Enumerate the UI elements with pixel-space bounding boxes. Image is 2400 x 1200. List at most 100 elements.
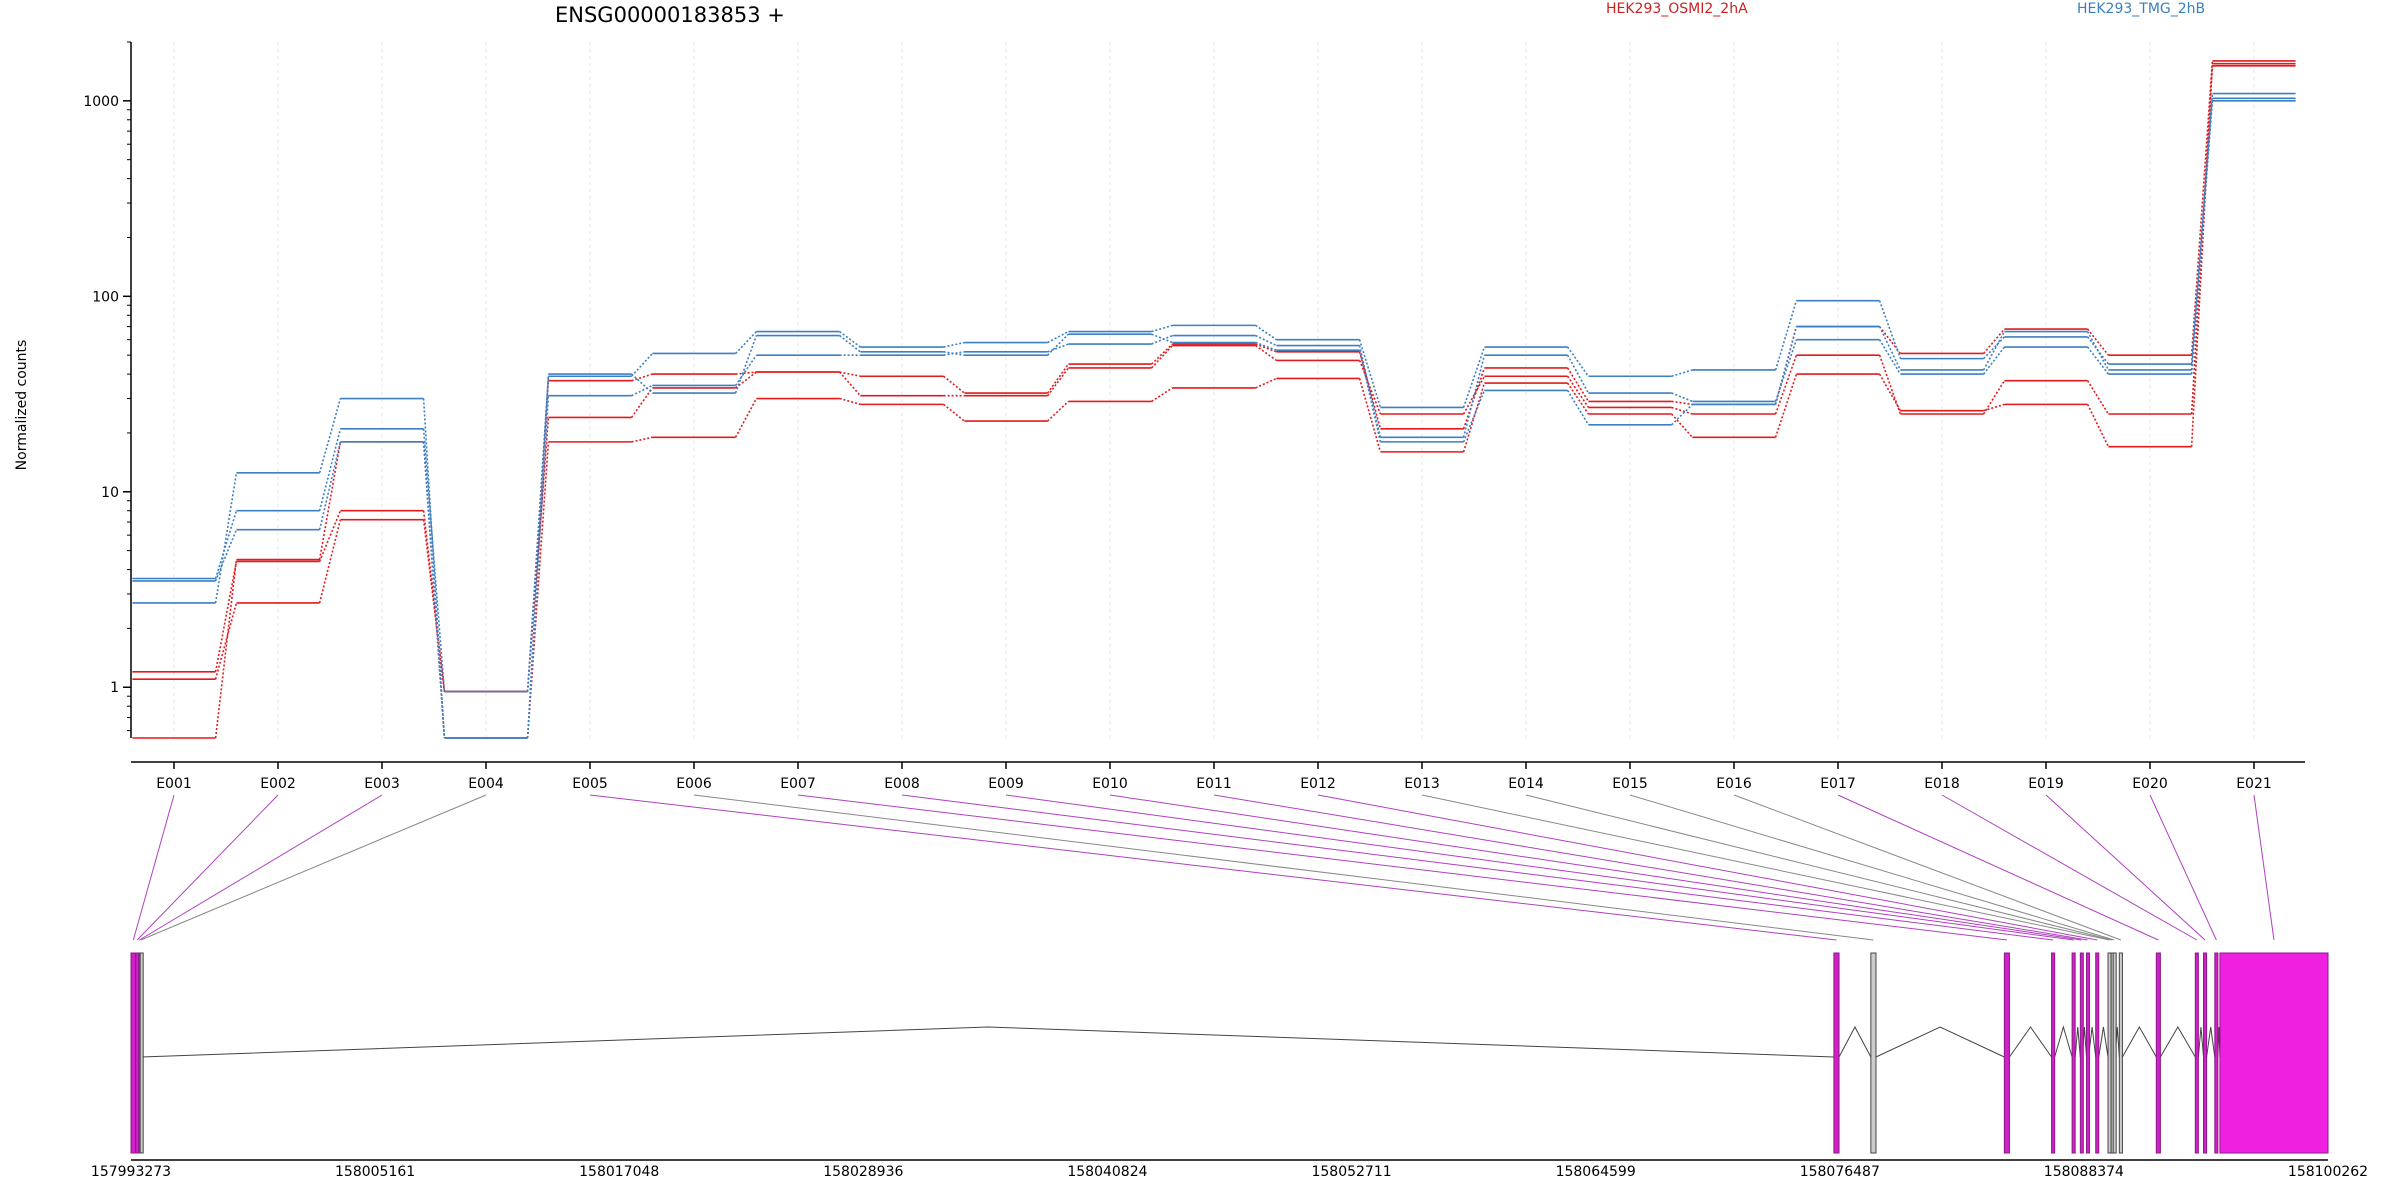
series-transition [214, 510, 238, 579]
series-transition [631, 373, 653, 394]
series-transition [1047, 400, 1069, 422]
x-tick-label: E001 [156, 776, 192, 792]
exon-box [2219, 952, 2329, 1154]
coordinate-label: 157993273 [91, 1164, 171, 1180]
series-line [132, 60, 2296, 693]
exon-connector [1213, 794, 2088, 941]
exon-box [2194, 952, 2199, 1154]
x-tick-label: E005 [572, 776, 608, 792]
series-transition [2086, 346, 2110, 375]
x-tick-label: E018 [1924, 776, 1960, 792]
legend-label-osmi2: HEK293_OSMI2_2hA [1606, 1, 1748, 17]
x-tick-label: E021 [2236, 776, 2272, 792]
series-transition [631, 352, 653, 377]
exon-connector [136, 794, 279, 941]
series-transition [1671, 413, 1693, 438]
series-transition [734, 398, 758, 438]
exon-box [1870, 952, 1877, 1154]
series-transition [631, 436, 653, 443]
series-transition [1982, 346, 2006, 375]
series-transition [318, 519, 342, 604]
legend-label-tmg: HEK293_TMG_2hB [2077, 1, 2205, 17]
intron-chevron [1838, 1025, 1872, 1058]
x-tick-label: E003 [364, 776, 400, 792]
coordinate-label: 158028936 [823, 1164, 903, 1180]
exon-box [2085, 952, 2090, 1154]
intron-chevron [2009, 1026, 2052, 1058]
series-transition [214, 529, 238, 582]
coordinate-label: 158017048 [579, 1164, 659, 1180]
exon-connector [1525, 794, 2113, 941]
series-transition [943, 351, 965, 356]
exon-box [2095, 952, 2100, 1154]
exon-connector [1837, 794, 2159, 941]
series-transition [1047, 343, 1069, 353]
vertical-grid [173, 42, 2255, 738]
exon-connector [901, 794, 2054, 941]
series-transition [1566, 354, 1590, 394]
y-tick-label: 1 [110, 680, 119, 696]
series-transition [1358, 360, 1382, 415]
series-transition [1151, 334, 1173, 345]
exon-connector [1629, 794, 2115, 941]
exon-connector [139, 794, 383, 941]
series-transition [1982, 331, 2006, 371]
exon-connector [1109, 794, 2082, 941]
series-transition [734, 335, 758, 394]
exon-box [2203, 952, 2208, 1154]
x-tick-label: E009 [988, 776, 1024, 792]
x-tick-label: E006 [676, 776, 712, 792]
series-transition [526, 374, 550, 739]
series-transition [839, 371, 861, 378]
series-transition [1878, 354, 1902, 415]
series-transition [1255, 377, 1277, 389]
series-transition [1983, 336, 2005, 360]
series-transition [1255, 343, 1277, 353]
series-transition [1255, 324, 1277, 341]
series-transition [422, 428, 446, 692]
x-tick-label: E007 [780, 776, 816, 792]
exon-box [139, 952, 144, 1154]
exon-connector [1317, 794, 2098, 941]
series-transition [1566, 375, 1590, 408]
intron-chevron [2206, 1026, 2216, 1058]
coordinate-label: 158076487 [1800, 1164, 1880, 1180]
series-transition [630, 387, 654, 418]
series-transition [2190, 60, 2214, 356]
series-transition [943, 403, 965, 422]
series-transition [2086, 380, 2110, 415]
x-tick-label: E012 [1300, 776, 1336, 792]
series-line [132, 100, 2296, 739]
exon-connector [1005, 794, 2074, 941]
series-transition [1878, 339, 1902, 375]
exon-connector [693, 794, 1874, 941]
series-transition [1878, 373, 1902, 412]
exon-connector [1941, 794, 2198, 941]
exon-box [2071, 952, 2076, 1154]
series-transition [214, 561, 238, 672]
series-transition [1358, 378, 1382, 453]
exon-connector [132, 794, 175, 941]
gene-model-track: 157993273 158005161 158017048 158028936 1580… [91, 952, 2368, 1180]
series-transition [1982, 328, 2006, 354]
exon-box [2112, 952, 2117, 1154]
exon-connector [2149, 794, 2217, 941]
series-line [132, 92, 2296, 693]
series-transition [1151, 324, 1173, 333]
series-transition [422, 519, 446, 692]
coordinate-label: 158040824 [1067, 1164, 1147, 1180]
series-transition [1462, 375, 1486, 415]
series-transition [1774, 354, 1798, 415]
x-tick-label: E002 [260, 776, 296, 792]
exon-connector [1421, 794, 2110, 941]
series-transition [318, 510, 342, 562]
series-lines [132, 60, 2296, 739]
exon-box [1833, 952, 1840, 1154]
intron-chevron [2159, 1026, 2196, 1058]
series-transition [2086, 404, 2110, 448]
y-axis-label: Normalized counts [14, 340, 30, 471]
chart-title: ENSG00000183853 + [555, 3, 785, 27]
series-transition [526, 376, 550, 692]
series-transition [318, 398, 342, 474]
